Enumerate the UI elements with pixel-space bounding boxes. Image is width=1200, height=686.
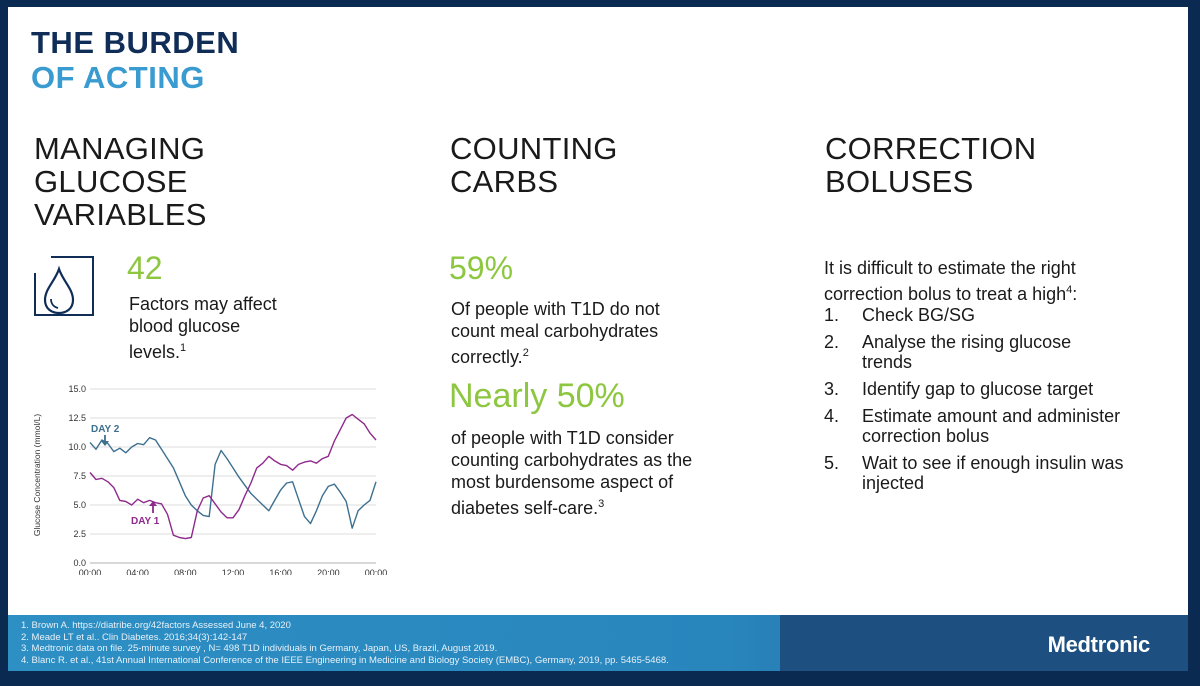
correction-steps: 1. Check BG/SG 2. Analyse the rising gluco… [824, 305, 1124, 500]
x-tick-label: 20:00 [317, 568, 340, 575]
slide: THE BURDEN OF ACTING MANAGING GLUCOSE VA… [8, 7, 1188, 615]
x-tick-label: 08:00 [174, 568, 197, 575]
x-tick-label: 04:00 [126, 568, 149, 575]
heading-correction-boluses: CORRECTION BOLUSES [825, 131, 1037, 199]
title-line-2: OF ACTING [31, 60, 205, 95]
stat-nearly-50: Nearly 50% [449, 377, 625, 415]
medtronic-logo: Medtronic [1047, 632, 1151, 657]
y-axis-label: Glucose Concentration (mmol/L) [32, 414, 42, 537]
stat-59-text: Of people with T1D do not count meal car… [451, 299, 660, 367]
day1-arrow-head [149, 501, 157, 506]
y-tick-label: 10.0 [68, 442, 86, 452]
reference-3: 3. Medtronic data on file. 25-minute sur… [21, 643, 498, 654]
x-tick-labels: 00:00 04:00 08:00 12:00 16:00 20:00 00:00 [79, 568, 388, 575]
footer: 1. Brown A. https://diatribe.org/42facto… [8, 615, 1188, 671]
stat-42-text: Factors may affect blood glucose levels.… [129, 294, 277, 362]
stat-nearly-50-text: of people with T1D consider counting car… [451, 428, 693, 518]
x-tick-label: 12:00 [222, 568, 245, 575]
day2-arrow-head [101, 441, 109, 446]
correction-intro: It is difficult to estimate the right co… [824, 258, 1078, 304]
heading-counting-carbs: COUNTING CARBS [450, 131, 618, 199]
step-item: 2. Analyse the rising glucose trends [824, 332, 1072, 372]
stat-42: 42 [127, 250, 163, 286]
reference-2: 2. Meade LT et al.. Clin Diabetes. 2016;… [21, 631, 248, 643]
heading-managing-glucose: MANAGING GLUCOSE VARIABLES [34, 131, 207, 232]
y-tick-label: 12.5 [68, 413, 86, 423]
x-tick-label: 00:00 [79, 568, 102, 575]
step-item: 4. Estimate amount and administer correct… [824, 406, 1121, 446]
x-tick-label: 16:00 [269, 568, 292, 575]
day1-annotation: DAY 1 [131, 516, 160, 527]
reference-4: 4. Blanc R. et al., 41st Annual Internat… [21, 654, 669, 666]
y-tick-labels: 0.0 2.5 5.0 7.5 10.0 12.5 15.0 [68, 384, 86, 568]
references: 1. Brown A. https://diatribe.org/42facto… [21, 620, 669, 666]
glucose-line-chart: 0.0 2.5 5.0 7.5 10.0 12.5 15.0 00:00 04:00 08:00… [32, 384, 388, 575]
y-tick-label: 0.0 [73, 558, 86, 568]
stat-59-percent: 59% [449, 250, 514, 286]
y-tick-label: 5.0 [73, 500, 86, 510]
y-tick-label: 15.0 [68, 384, 86, 394]
series-line-day1 [89, 413, 377, 540]
chart-series [89, 413, 377, 540]
y-tick-label: 7.5 [73, 471, 86, 481]
water-drop-icon [34, 256, 94, 316]
series-line-day2 [89, 437, 377, 529]
title-line-1: THE BURDEN [31, 25, 240, 60]
day2-annotation: DAY 2 [91, 424, 120, 435]
y-tick-label: 2.5 [73, 529, 86, 539]
reference-1: 1. Brown A. https://diatribe.org/42facto… [21, 620, 291, 631]
step-item: 3. Identify gap to glucose target [824, 379, 1094, 399]
step-item: 5. Wait to see if enough insulin was inje… [824, 453, 1124, 493]
logo-panel: Medtronic [780, 615, 1188, 671]
step-item: 1. Check BG/SG [824, 305, 976, 325]
x-tick-label: 00:00 [365, 568, 388, 575]
chart-grid [90, 388, 376, 564]
